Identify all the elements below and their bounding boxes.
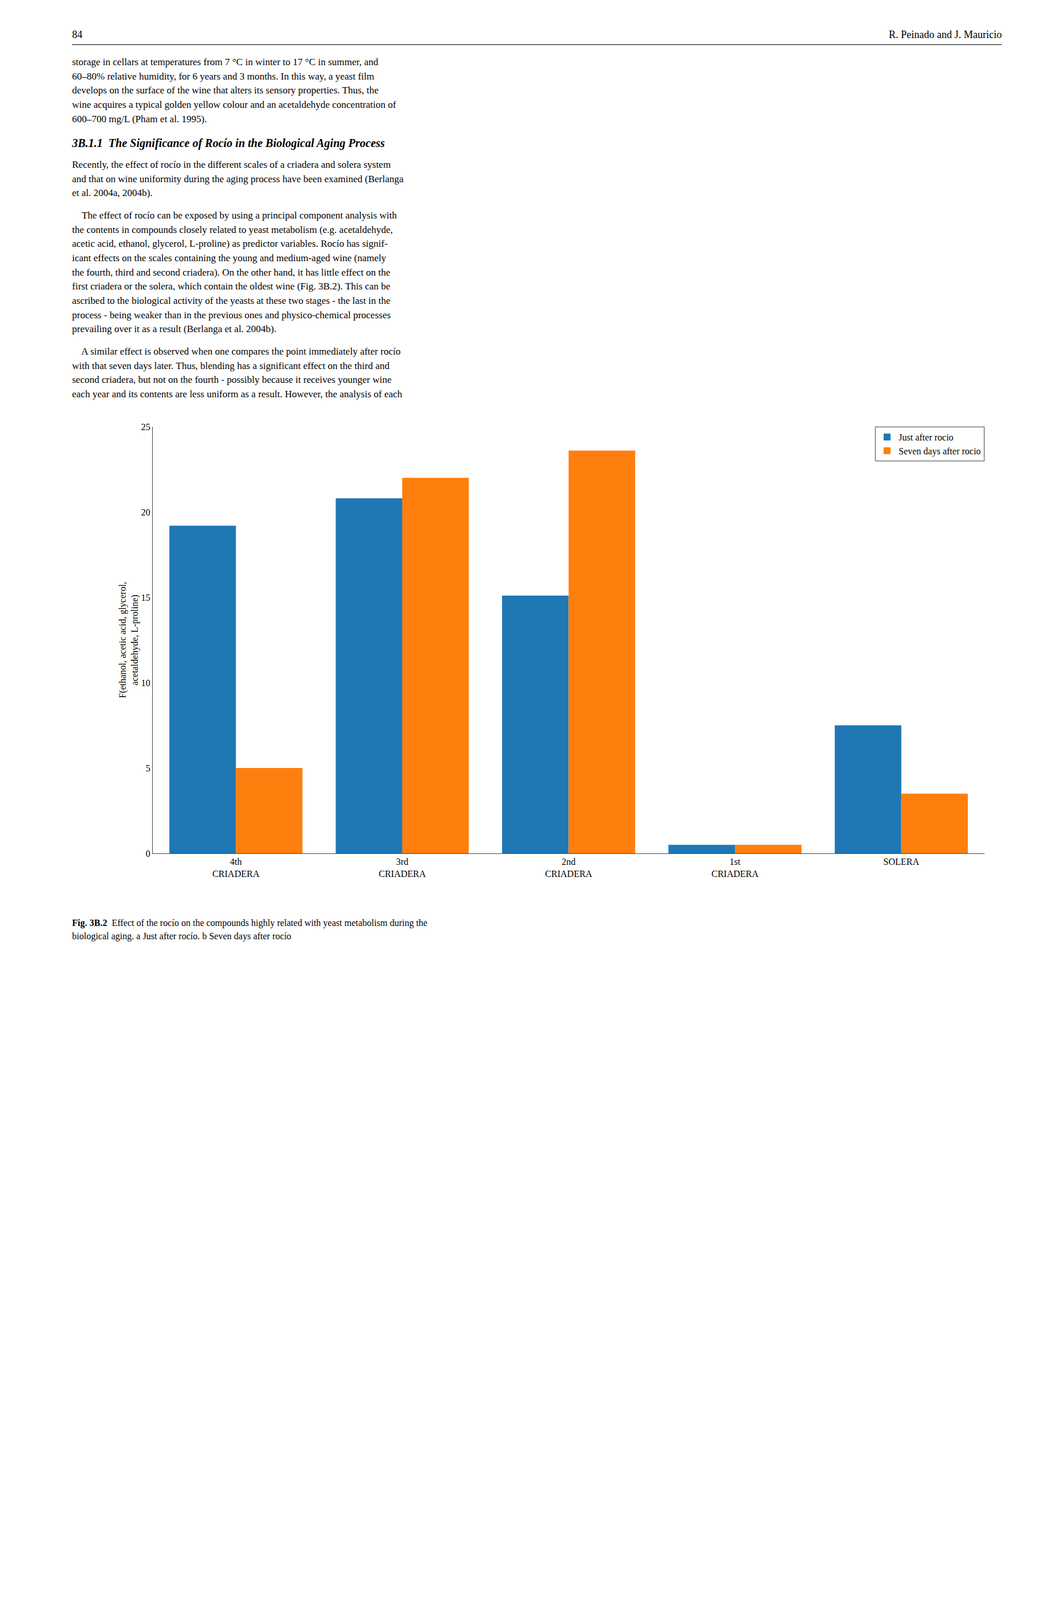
html-text:A similar effect is observed w: A similar effect is observed when one co…: [72, 345, 403, 400]
html-text:Fig. 3B.2 Effect of the rocío: Fig. 3B.2 Effect of the rocío on the com…: [72, 917, 428, 941]
svg-text:20: 20: [141, 507, 151, 518]
svg-text:25: 25: [141, 421, 151, 432]
svg-text:5: 5: [145, 763, 151, 773]
svg-text:0: 0: [145, 848, 151, 859]
svg-text:SOLERA: SOLERA: [883, 857, 920, 867]
svg-text:Seven days after rocio: Seven days after rocio: [898, 446, 982, 457]
svg-text:Just after rocio: Just after rocio: [898, 432, 954, 443]
html-text:R. Peinado and J. Mauricio: R. Peinado and J. Mauricio: [888, 28, 1002, 41]
html-text:storage in cellars at temperat: storage in cellars at temperatures from …: [72, 56, 397, 125]
svg-text:F(ethanol, acetic acid, glycer: F(ethanol, acetic acid, glycerol,acetald…: [117, 582, 141, 699]
svg-text:15: 15: [141, 592, 151, 603]
html-text:Recently, the effect of rocío: Recently, the effect of rocío in the dif…: [72, 159, 404, 199]
html-text:The effect of rocío can be exp: The effect of rocío can be exposed by us…: [72, 209, 397, 335]
svg-text:4thCRIADERA: 4thCRIADERA: [212, 857, 260, 880]
html-text:3B.1.1 The Significance of Roc: 3B.1.1 The Significance of Rocío in the …: [72, 136, 385, 150]
svg-text:1stCRIADERA: 1stCRIADERA: [711, 857, 759, 880]
svg-text:2ndCRIADERA: 2ndCRIADERA: [545, 857, 593, 880]
svg-text:10: 10: [141, 677, 151, 688]
svg-text:3rdCRIADERA: 3rdCRIADERA: [378, 857, 426, 880]
html-text:84: 84: [72, 28, 83, 41]
